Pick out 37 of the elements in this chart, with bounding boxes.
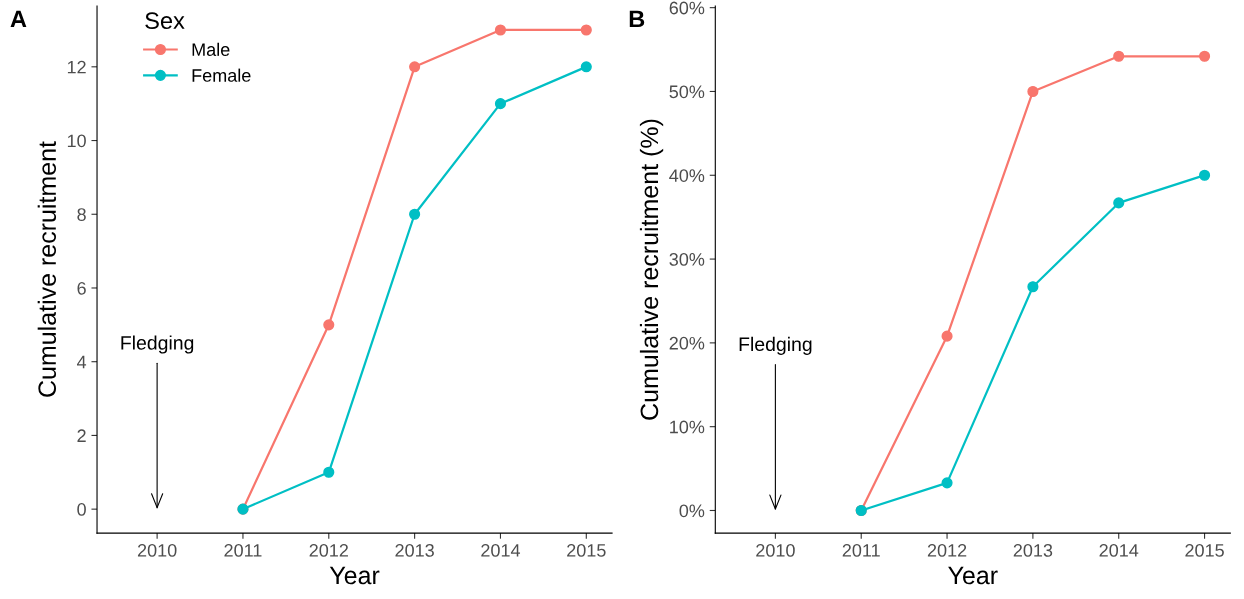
x-tick-label: 2014 (481, 544, 521, 557)
x-axis-title: Year (329, 566, 380, 585)
legend-title: Sex (145, 12, 185, 30)
x-tick-label: 2013 (395, 544, 434, 557)
y-tick-label: 12 (67, 60, 86, 74)
y-tick-label: 2 (77, 429, 86, 442)
x-tick-label: 2015 (1185, 544, 1224, 557)
y-tick-label: 50% (669, 85, 705, 99)
y-tick-label: 4 (76, 355, 87, 369)
y-tick-label: 60% (669, 1, 705, 15)
x-tick-label: 2010 (756, 544, 795, 557)
y-tick-label: 0 (77, 503, 86, 516)
chart-title: A (10, 10, 27, 28)
y-tick-label: 10% (670, 420, 705, 434)
x-tick-label: 2012 (927, 544, 967, 557)
legend-label: Female (192, 68, 251, 82)
y-tick-label: 0% (679, 504, 705, 518)
x-tick-label: 2011 (224, 544, 262, 557)
x-tick-label: 2011 (842, 544, 880, 557)
x-axis-title: Year (948, 566, 998, 585)
x-tick-label: 2013 (1013, 544, 1053, 557)
y-axis-title: Cumulative recruitment (%) (639, 119, 664, 420)
x-tick-label: 2012 (309, 544, 348, 557)
y-tick-label: 30% (669, 253, 705, 266)
annotation: Fledging (121, 335, 194, 354)
y-tick-label: 40% (669, 169, 705, 182)
x-tick-label: 2014 (1099, 544, 1139, 557)
legend-label: Male (192, 42, 230, 56)
chart-title: B (629, 10, 645, 28)
annotation: Fledging (739, 336, 812, 355)
x-tick-label: 2010 (137, 544, 177, 557)
y-tick-label: 10 (67, 134, 86, 148)
y-axis-title: Cumulative recruitment (37, 141, 57, 397)
y-tick-label: 6 (77, 281, 86, 295)
x-tick-label: 2015 (567, 544, 606, 557)
y-tick-label: 8 (77, 208, 86, 221)
y-tick-label: 20% (669, 336, 705, 350)
